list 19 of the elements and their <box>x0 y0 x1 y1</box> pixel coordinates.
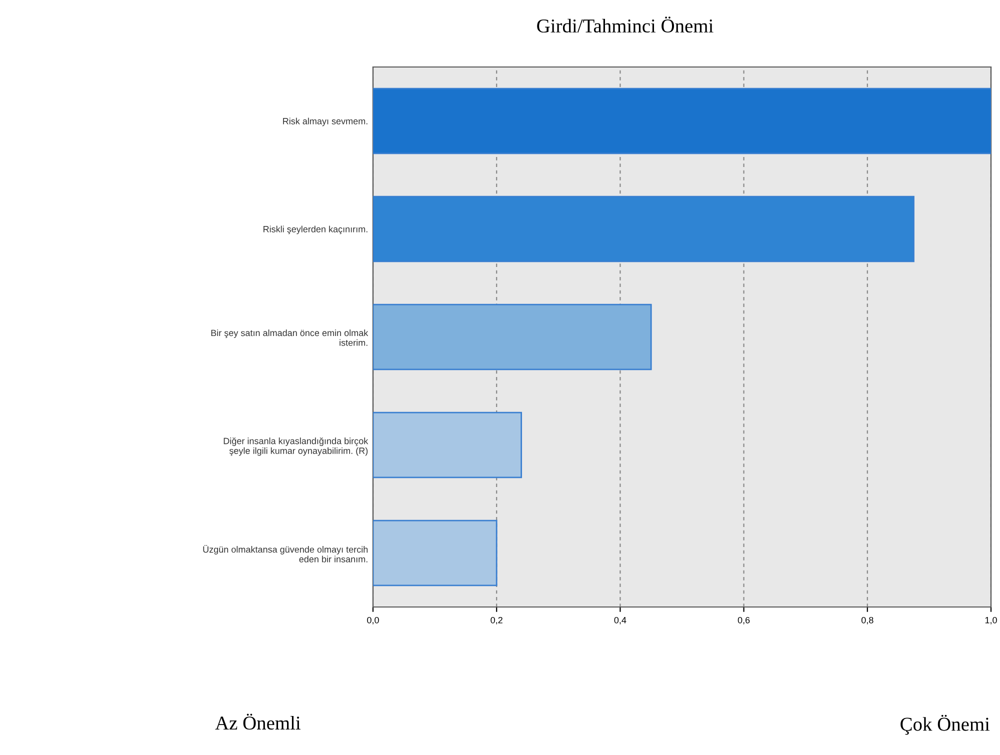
y-tick-label: Riskli şeylerden kaçınırım. <box>264 226 368 234</box>
y-tick-label: Bir şey satın almadan önce emin olmak isterim. <box>211 330 368 346</box>
text: Az Önemli <box>215 714 300 730</box>
y-tick-label: Üzgün olmaktansa güvende olmayı tercih eden bir insanım. <box>203 545 368 562</box>
text: Çok Önemi <box>900 714 990 735</box>
x-tick-label: 0,8 <box>861 616 874 624</box>
bar <box>373 412 522 478</box>
x-tick-label: 1,0 <box>985 616 997 624</box>
bar <box>373 304 652 370</box>
y-tick-label: Diğer insanla kıyaslandığında birçok şeyle ilgili kumar oynayabilirim. (R) <box>224 437 368 456</box>
bar <box>373 88 991 154</box>
chart-title: Girdi/Tahminci Önemi <box>537 16 714 33</box>
x-tick-label: 0,6 <box>738 616 750 624</box>
y-tick-label: Risk almayı sevmem. <box>283 118 368 126</box>
x-tick-label: 0,0 <box>367 616 379 624</box>
x-tick-label: 0,2 <box>490 616 502 624</box>
bar <box>373 520 498 586</box>
bar <box>373 196 914 262</box>
x-tick-label: 0,4 <box>614 616 626 624</box>
